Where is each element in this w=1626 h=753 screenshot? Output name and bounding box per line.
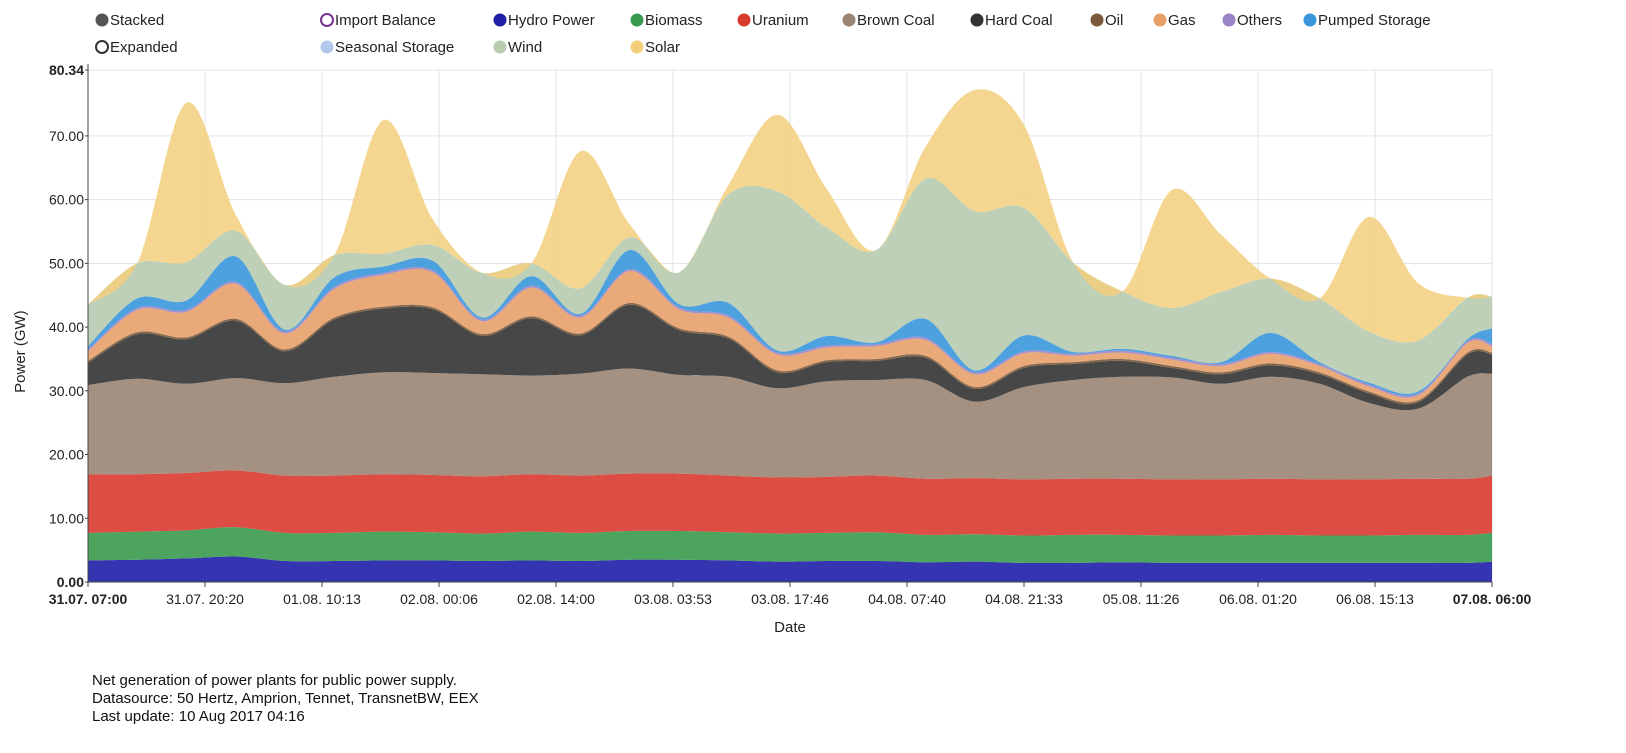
area-brown-coal[interactable]	[88, 368, 1492, 480]
legend-item-wind[interactable]: Wind	[493, 39, 543, 56]
area-gas[interactable]	[88, 268, 1492, 403]
legend-item-oil[interactable]: Oil	[1090, 12, 1124, 29]
x-tick-label: 02.08. 00:06	[400, 591, 478, 607]
y-tick-label: 20.00	[49, 447, 84, 463]
legend-label: Expanded	[110, 39, 178, 56]
legend-item-biomass[interactable]: Biomass	[630, 12, 703, 29]
y-tick-label: 60.00	[49, 192, 84, 208]
y-tick-label: 10.00	[49, 510, 84, 526]
legend-item-brown-coal[interactable]: Brown Coal	[842, 12, 935, 29]
legend-marker	[842, 13, 856, 27]
legend-marker	[320, 40, 334, 54]
legend-marker	[630, 13, 644, 27]
area-wind[interactable]	[88, 177, 1492, 394]
legend-label: Brown Coal	[857, 12, 935, 29]
legend-label: Hydro Power	[508, 12, 595, 29]
legend-label: Gas	[1168, 12, 1196, 29]
y-tick-label: 70.00	[49, 128, 84, 144]
y-tick-label: 50.00	[49, 255, 84, 271]
x-tick-label: 05.08. 11:26	[1103, 591, 1180, 607]
legend-label: Seasonal Storage	[335, 39, 454, 56]
legend: Stacked Expanded Import Balance Hydro Power…	[95, 12, 1431, 56]
legend-item-import-balance[interactable]: Import Balance	[320, 12, 436, 29]
area-hard-coal[interactable]	[88, 304, 1492, 411]
x-tick-label: 01.08. 10:13	[283, 591, 361, 607]
y-tick-label: 30.00	[49, 383, 84, 399]
legend-marker	[1222, 13, 1236, 27]
x-tick-label: 04.08. 07:40	[868, 591, 946, 607]
x-tick-label: 07.08. 06:00	[1453, 591, 1532, 607]
x-tick-label: 04.08. 21:33	[985, 591, 1063, 607]
area-pumped-storage[interactable]	[88, 249, 1492, 396]
area-solar[interactable]	[88, 89, 1492, 343]
legend-item-solar[interactable]: Solar	[630, 39, 681, 56]
x-tick-label: 02.08. 14:00	[517, 591, 595, 607]
legend-item-hydro-power[interactable]: Hydro Power	[493, 12, 595, 29]
legend-marker	[737, 13, 751, 27]
area-uranium[interactable]	[88, 470, 1492, 536]
legend-marker	[320, 13, 334, 27]
legend-item-seasonal-storage[interactable]: Seasonal Storage	[320, 39, 455, 56]
legend-item-expanded[interactable]: Expanded	[95, 39, 178, 56]
axes: 0.00 10.00 20.00 30.00 40.00 50.00 60.00 70.00 8…	[12, 62, 1532, 636]
legend-item-pumped-storage[interactable]: Pumped Storage	[1303, 12, 1431, 29]
legend-label: Others	[1237, 12, 1282, 29]
plot-areas	[88, 89, 1492, 582]
legend-label: Pumped Storage	[1318, 12, 1431, 29]
y-tick-label: 0.00	[57, 574, 84, 590]
footnote-line-1: Net generation of power plants for publi…	[92, 672, 457, 689]
footnote-line-2: Datasource: 50 Hertz, Amprion, Tennet, T…	[92, 690, 479, 707]
legend-marker	[1153, 13, 1167, 27]
legend-marker	[493, 13, 507, 27]
legend-label: Import Balance	[335, 12, 436, 29]
legend-item-others[interactable]: Others	[1222, 12, 1283, 29]
legend-marker	[1303, 13, 1317, 27]
legend-label: Wind	[508, 39, 542, 56]
legend-label: Hard Coal	[985, 12, 1053, 29]
y-axis-title: Power (GW)	[12, 310, 29, 393]
legend-label: Stacked	[110, 12, 164, 29]
x-tick-label: 06.08. 15:13	[1336, 591, 1414, 607]
legend-label: Biomass	[645, 12, 703, 29]
area-biomass[interactable]	[88, 527, 1492, 564]
y-tick-label: 80.34	[49, 62, 84, 78]
x-tick-label: 06.08. 01:20	[1219, 591, 1297, 607]
legend-marker	[493, 40, 507, 54]
y-tick-label: 40.00	[49, 319, 84, 335]
x-tick-label: 03.08. 17:46	[751, 591, 829, 607]
legend-marker	[630, 40, 644, 54]
area-hydro-power[interactable]	[88, 556, 1492, 582]
x-axis-title: Date	[774, 619, 806, 636]
footnote-line-3: Last update: 10 Aug 2017 04:16	[92, 708, 305, 725]
legend-label: Uranium	[752, 12, 809, 29]
legend-label: Solar	[645, 39, 680, 56]
legend-item-gas[interactable]: Gas	[1153, 12, 1196, 29]
legend-label: Oil	[1105, 12, 1123, 29]
legend-marker	[95, 40, 109, 54]
legend-marker	[970, 13, 984, 27]
x-tick-label: 31.07. 07:00	[49, 591, 128, 607]
x-tick-label: 03.08. 03:53	[634, 591, 712, 607]
legend-item-hard-coal[interactable]: Hard Coal	[970, 12, 1053, 29]
legend-marker	[1090, 13, 1104, 27]
footnote: Net generation of power plants for publi…	[92, 672, 479, 726]
legend-marker	[95, 13, 109, 27]
x-tick-label: 31.07. 20:20	[166, 591, 244, 607]
legend-item-uranium[interactable]: Uranium	[737, 12, 809, 29]
legend-item-stacked[interactable]: Stacked	[95, 12, 165, 29]
